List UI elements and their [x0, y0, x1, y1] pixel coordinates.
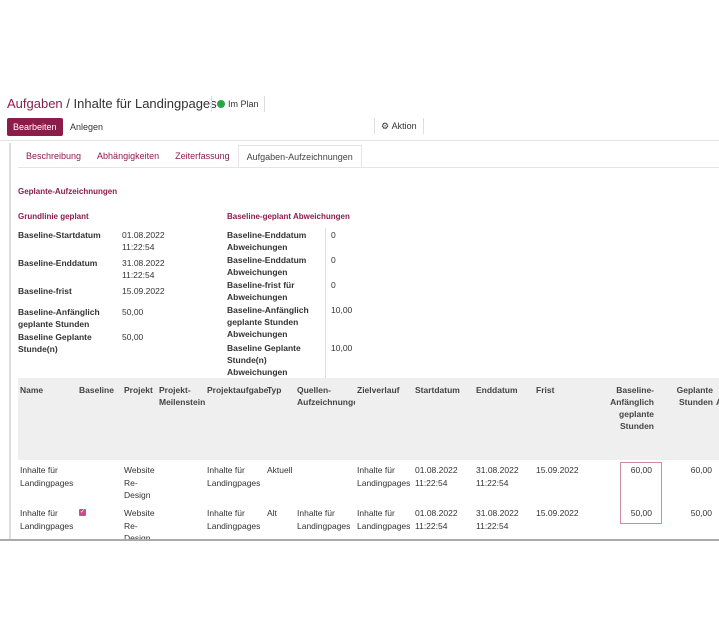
tab-beschreibung[interactable]: Beschreibung	[26, 151, 82, 161]
cell-ende: 31.08.2022 11:22:54	[476, 465, 519, 488]
breadcrumb-parent-link[interactable]: Aufgaben	[7, 96, 63, 111]
cell-quelle: Inhalte für Landingpages	[297, 508, 351, 531]
action-label: Aktion	[391, 121, 417, 131]
column-header[interactable]: Name	[20, 385, 44, 395]
cell-start: 01.08.2022 11:22:54	[415, 508, 458, 531]
field-label: Baseline Geplante Stunde(n) Abweichungen	[227, 343, 301, 377]
cell-aufgabe: Inhalte für Landingpages	[207, 508, 261, 531]
cell-frist: 15.09.2022	[536, 465, 579, 475]
tab-aufgaben-aufzeichnungen[interactable]: Aufgaben-Aufzeichnungen	[237, 145, 362, 167]
divider	[325, 228, 326, 378]
tab-bar: Beschreibung Abhängigkeiten Zeiterfassun…	[18, 145, 719, 168]
cell-ziel: Inhalte für Landingpages	[357, 508, 411, 531]
field-label: Baseline-frist für Abweichungen	[227, 280, 295, 302]
sheet-border	[9, 143, 11, 540]
cell-name: Inhalte für Landingpages	[20, 508, 74, 531]
cell-aufgabe: Inhalte für Landingpages	[207, 465, 261, 488]
cell-start: 01.08.2022 11:22:54	[415, 465, 458, 488]
page-bottom	[0, 540, 719, 632]
section-title: Geplante-Aufzeichnungen	[18, 187, 118, 196]
field-value: 0	[331, 280, 336, 290]
cell-typ: Aktuell	[267, 465, 293, 475]
status-badge[interactable]: Im Plan	[211, 96, 265, 112]
field-value: 0	[331, 255, 336, 265]
column-header[interactable]: Quellen-Aufzeichnungen	[297, 385, 355, 407]
cell-projekt: Website Re-Design	[124, 508, 155, 543]
cell-baseline-stunden: 60,00	[630, 465, 652, 475]
field-value: 15.09.2022	[122, 286, 165, 296]
field-value: 50,00	[122, 332, 144, 342]
tab-zeiterfassung[interactable]: Zeiterfassung	[175, 151, 230, 161]
create-button[interactable]: Anlegen	[70, 122, 104, 132]
status-dot-icon	[217, 100, 225, 108]
field-label: Baseline-frist	[18, 286, 72, 296]
highlight-box	[620, 462, 662, 524]
field-label: Baseline Geplante Stunde(n)	[18, 332, 92, 354]
table-header	[18, 378, 719, 460]
cell-frist: 15.09.2022	[536, 508, 579, 518]
action-button[interactable]: ⚙ Aktion	[374, 118, 424, 134]
cell-ziel: Inhalte für Landingpages	[357, 465, 411, 488]
column-header[interactable]: Frist	[536, 385, 555, 395]
column-header[interactable]: Typ	[267, 385, 282, 395]
divider	[0, 140, 719, 141]
column-header[interactable]: Projekt-Meilenstein	[159, 385, 206, 407]
column-header[interactable]: Geplante Stunden	[676, 385, 713, 407]
cell-projekt: Website Re-Design	[124, 465, 155, 500]
page-title: Inhalte für Landingpages	[73, 96, 217, 111]
cell-name: Inhalte für Landingpages	[20, 465, 74, 488]
field-value: 50,00	[122, 307, 144, 317]
column-header[interactable]: Enddatum	[476, 385, 518, 395]
cell-geplant: 50,00	[690, 508, 712, 518]
edit-button[interactable]: Bearbeiten	[7, 118, 63, 136]
column-header[interactable]: Projekt	[124, 385, 153, 395]
right-group-title: Baseline-geplant Abweichungen	[227, 212, 350, 221]
left-group-title: Grundlinie geplant	[18, 212, 89, 221]
gear-icon: ⚙	[381, 120, 392, 131]
divider	[0, 539, 719, 541]
tab-abhaengigkeiten[interactable]: Abhängigkeiten	[97, 151, 160, 161]
breadcrumb: Aufgaben / Inhalte für Landingpages	[7, 96, 217, 111]
field-value: 0	[331, 230, 336, 240]
cell-baseline-stunden: 50,00	[630, 508, 652, 518]
field-label: Baseline-Startdatum	[18, 230, 101, 240]
status-label: Im Plan	[228, 99, 259, 109]
breadcrumb-separator: /	[66, 96, 70, 111]
field-value: 01.08.2022 11:22:54	[122, 230, 165, 252]
field-value: 10,00	[331, 343, 353, 353]
cell-ende: 31.08.2022 11:22:54	[476, 508, 519, 531]
column-header[interactable]: Zielverlauf	[357, 385, 400, 395]
field-label: Baseline-Enddatum	[18, 258, 98, 268]
column-header[interactable]: Startdatum	[415, 385, 460, 395]
field-label: Baseline-Anfänglich geplante Stunden	[18, 307, 100, 329]
column-header[interactable]: A	[716, 396, 719, 408]
field-value: 10,00	[331, 305, 353, 315]
field-label: Baseline-Anfänglich geplante Stunden Abw…	[227, 305, 309, 339]
column-header[interactable]: Projektaufgabe	[207, 385, 269, 395]
column-header[interactable]: Baseline-Anfänglich geplante Stunden	[610, 385, 654, 431]
field-label: Baseline-Enddatum Abweichungen	[227, 230, 307, 252]
baseline-checkbox[interactable]: ✓	[79, 509, 86, 516]
field-label: Baseline-Enddatum Abweichungen	[227, 255, 307, 277]
field-value: 31.08.2022 11:22:54	[122, 258, 165, 280]
cell-typ: Alt	[267, 508, 277, 518]
column-header[interactable]: Baseline	[79, 385, 114, 395]
cell-geplant: 60,00	[690, 465, 712, 475]
